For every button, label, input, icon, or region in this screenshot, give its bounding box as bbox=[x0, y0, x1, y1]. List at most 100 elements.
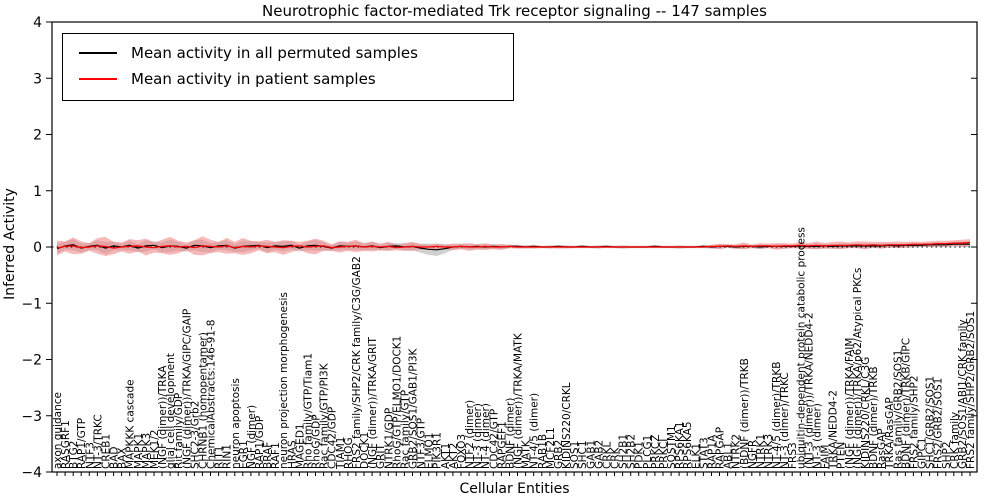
x-tick-label: NT-4 (dimer) bbox=[480, 403, 492, 469]
x-tick-label: NTRK2 bbox=[731, 434, 743, 469]
x-tick-label: NT-4/5 (dimer)/TRKB bbox=[771, 362, 783, 469]
x-tick-label: FRS2 family/SHP2/CRK family/C3G/GAB2 bbox=[351, 256, 363, 469]
x-tick-label: MAPK1 bbox=[133, 433, 145, 469]
x-tick-label: RhoG/GDP bbox=[311, 414, 323, 469]
y-tick-label: 3 bbox=[33, 71, 42, 87]
legend-label-patient: Mean activity in patient samples bbox=[131, 70, 376, 88]
x-tick-label: DOCK1 bbox=[359, 432, 371, 469]
x-tick-label: CDC42/GTP bbox=[488, 409, 500, 469]
x-tick-label: TRKA/NEDD4-2 bbox=[828, 390, 840, 470]
x-tick-label: ELMO1 bbox=[424, 433, 436, 470]
x-tick-label: RPS6KA5 bbox=[682, 421, 694, 469]
y-tick-label: 1 bbox=[33, 184, 42, 200]
x-tick-label: RAB1B bbox=[537, 434, 549, 469]
y-tick-label: 2 bbox=[33, 128, 42, 144]
x-tick-label: RAP1A bbox=[707, 434, 719, 469]
x-tick-label: BAD bbox=[109, 447, 121, 469]
x-tick-label: SHC2-3/Grb2 bbox=[189, 401, 201, 469]
x-tick-label: RhoG/GTP/ELMO1/DOCK1 bbox=[391, 336, 403, 469]
x-tick-label: RPS6KA1 bbox=[674, 421, 686, 469]
x-tick-label: CRK family bbox=[949, 412, 961, 469]
x-tick-label: KIDINS220/CRKL bbox=[561, 382, 573, 469]
x-tick-label: RHOG bbox=[343, 437, 355, 469]
x-tick-label: (NGF (dimer))/TRKA/MATK bbox=[513, 332, 525, 469]
x-tick-label: FRS3 bbox=[787, 442, 799, 469]
x-tick-label: FOXO3 bbox=[456, 434, 468, 469]
x-tick-label: PRKCI bbox=[658, 439, 670, 469]
x-tick-label: Rac family/GTP/PI3K bbox=[319, 362, 331, 469]
x-tick-label: neuron projection morphogenesis bbox=[278, 292, 290, 469]
x-tick-label: MAPKKK cascade bbox=[125, 379, 137, 469]
x-tick-label: AKT1 bbox=[440, 443, 452, 469]
x-tick-label: BDNF (dimer)/TRKB/GIPC bbox=[900, 338, 912, 469]
x-tick-label: Rac family/GTP bbox=[399, 390, 411, 469]
x-tick-label: GAB1 bbox=[585, 440, 597, 469]
patient-mean-line bbox=[56, 241, 971, 249]
x-tick-label: FAIM bbox=[820, 445, 832, 469]
x-tick-label: GRB2/SOS1/ABI1/CRK family bbox=[957, 319, 969, 469]
x-tick-label: NTRK1/GDP bbox=[383, 408, 395, 469]
x-tick-label: (NGF (dimer))/TRKA/GIPC/GAIP bbox=[181, 309, 193, 469]
x-tick-label: CREB1 bbox=[101, 434, 113, 469]
x-tick-label: NT-4/5 (dimer) bbox=[529, 393, 541, 469]
x-tick-label: MCF2L1 bbox=[545, 427, 557, 469]
x-tick-label: NTF2 (dimer) bbox=[464, 400, 476, 469]
x-tick-label: PLCG1 bbox=[642, 435, 654, 469]
x-tick-label: (BDNF (dimer))/TRKB bbox=[739, 358, 751, 469]
legend-label-permuted: Mean activity in all permuted samples bbox=[131, 44, 418, 62]
x-tick-label: BTG2 bbox=[68, 441, 80, 469]
x-tick-label: RAPGAP bbox=[715, 427, 727, 469]
x-tick-label: NTRK1 bbox=[755, 434, 767, 469]
y-tick-label: 4 bbox=[33, 15, 42, 31]
x-tick-label: AKT2 bbox=[448, 443, 460, 469]
x-tick-label: MEK1/2 bbox=[149, 430, 161, 469]
x-tick-label: (NGF (dimer))/TRKA bbox=[157, 365, 169, 469]
x-tick-label: RAPGEF1 bbox=[496, 421, 508, 469]
x-tick-label: PDK1 bbox=[634, 441, 646, 469]
x-tick-label: (NGF (dimer))/TRKA/FAIM bbox=[844, 338, 856, 469]
legend-line-patient-icon bbox=[79, 78, 117, 80]
x-tick-label: STAT3 bbox=[698, 437, 710, 469]
x-tick-label: CDC42/GDP bbox=[327, 407, 339, 469]
x-tick-label: ubiquitin-dependent protein catabolic pr… bbox=[795, 227, 807, 469]
x-tick-label: GRB2 bbox=[553, 440, 565, 469]
x-tick-label: (NT-3 (dimer))/TRKA/NEDD4-2 bbox=[803, 312, 815, 469]
x-tick-label: NGF (dimer) bbox=[246, 405, 258, 469]
y-tick-label: −3 bbox=[21, 409, 42, 425]
x-tick-label: PTEN bbox=[836, 442, 848, 469]
x-tick-label: RIN1 bbox=[222, 444, 234, 469]
x-tick-label: SHP2 bbox=[941, 441, 953, 469]
y-tick-label: 0 bbox=[33, 240, 42, 256]
x-tick-label: GAB2 bbox=[593, 440, 605, 469]
x-tick-label: RASGRF1 bbox=[60, 420, 72, 469]
x-tick-label: RAP1/GDP bbox=[254, 416, 266, 469]
x-tick-label: BRAF bbox=[262, 442, 274, 469]
x-tick-label: BDNF (dimer)/TRKB bbox=[868, 366, 880, 469]
x-tick-label: GIPC1 bbox=[917, 437, 929, 469]
x-tick-label: SHC1 bbox=[577, 440, 589, 469]
x-tick-label: Rit family/GDP bbox=[173, 393, 185, 469]
x-tick-label: axon guidance bbox=[52, 392, 64, 469]
x-tick-label: NT-3/TRKC bbox=[92, 414, 104, 469]
legend-line-permuted-icon bbox=[79, 52, 117, 54]
x-tick-label: (NGF (dimer))/TRKA/GRIT bbox=[367, 336, 379, 469]
y-tick-label: −1 bbox=[21, 296, 42, 312]
x-tick-label: ChemicalAbstracts:146-91-8 bbox=[206, 320, 218, 469]
x-tick-label: ABL1 bbox=[723, 442, 735, 469]
x-tick-label: TRKA/RasGAP bbox=[884, 397, 896, 470]
chart-title: Neurotrophic factor-mediated Trk recepto… bbox=[262, 2, 767, 20]
legend-item-patient: Mean activity in patient samples bbox=[73, 66, 503, 92]
x-tick-label: CHRNB1 (homopentamer) bbox=[197, 332, 209, 469]
x-tick-label: BAX bbox=[117, 447, 129, 469]
x-tick-label: neuron apoptosis bbox=[230, 378, 242, 469]
x-tick-label: MAGED1 bbox=[294, 423, 306, 469]
x-tick-label: NT-3 (dimer) bbox=[472, 403, 484, 469]
x-tick-label: NTF3/GTP bbox=[416, 418, 428, 469]
x-tick-label: PIK3R1 bbox=[432, 432, 444, 469]
legend-item-permuted: Mean activity in all permuted samples bbox=[73, 40, 503, 66]
x-tick-label: SQSTM1 bbox=[666, 425, 678, 469]
x-tick-label: MAPK3 bbox=[141, 433, 153, 469]
x-tick-label: BDNF (dimer) bbox=[505, 398, 517, 469]
